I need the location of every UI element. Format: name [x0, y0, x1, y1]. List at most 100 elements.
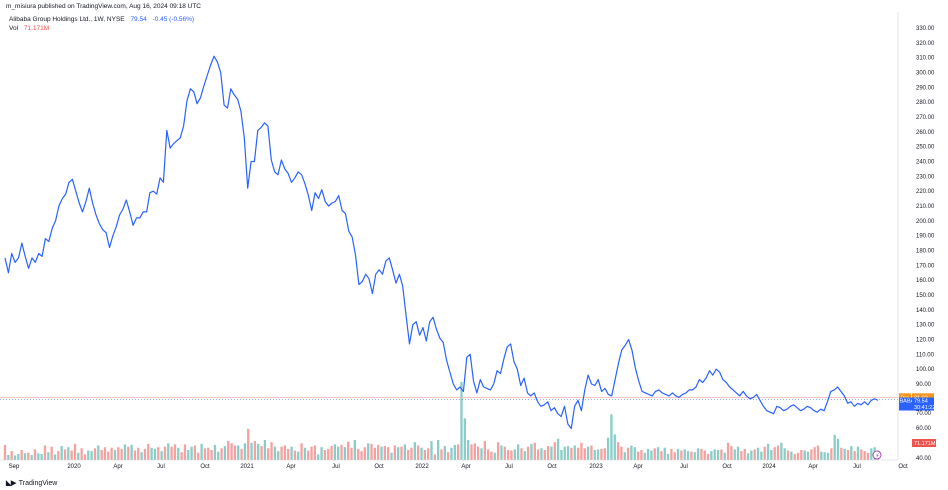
x-tick-label: 2020 [67, 464, 81, 470]
volume-bar [83, 454, 87, 460]
volume-bar [630, 445, 633, 460]
volume-bar [250, 442, 253, 460]
volume-legend[interactable]: Vol 71.171M [9, 25, 49, 32]
volume-bar [640, 449, 643, 460]
volume-bar [516, 444, 520, 460]
volume-bar [387, 447, 390, 460]
volume-bar [60, 446, 63, 460]
volume-bar [546, 446, 550, 460]
x-tick-label: Apr [286, 464, 295, 470]
volume-bar [793, 453, 796, 460]
volume-bar [520, 448, 523, 460]
volume-bar [337, 446, 340, 460]
volume-bar [620, 446, 623, 460]
volume-bar [73, 443, 77, 460]
volume-bar [447, 452, 450, 460]
volume-bar [653, 448, 656, 460]
volume-bar [853, 451, 856, 460]
volume-bar [550, 446, 553, 460]
volume-bar [137, 447, 140, 460]
volume-bar [466, 439, 470, 460]
volume-bar [323, 449, 327, 460]
volume-bar [167, 443, 170, 460]
x-tick-label: Sep [9, 464, 20, 470]
y-tick-label: 270.00 [916, 115, 935, 121]
volume-bar [500, 445, 503, 460]
volume-bar [486, 449, 490, 460]
volume-bar [180, 452, 183, 460]
volume-bar [676, 448, 680, 460]
y-tick-label: 290.00 [916, 85, 935, 91]
x-tick-label: Jul [332, 464, 340, 470]
volume-bar [636, 451, 640, 460]
volume-bar [47, 452, 50, 460]
volume-label: Vol [9, 25, 19, 32]
volume-bar [93, 448, 97, 460]
volume-bar [443, 446, 446, 460]
symbol-title: Alibaba Group Holdings Ltd., 1W, NYSE [9, 16, 125, 23]
volume-bar [10, 451, 13, 460]
volume-bar [360, 451, 363, 460]
last-price-value: 79.54 [914, 399, 928, 405]
volume-bar [3, 444, 7, 460]
volume-bar [493, 452, 496, 460]
volume-value-label: 71.171M [914, 441, 936, 447]
x-tick-label: 2023 [589, 464, 603, 470]
volume-bar [596, 449, 600, 460]
volume-bar [97, 445, 100, 460]
volume-bar [367, 443, 370, 460]
volume-bar [860, 449, 863, 460]
premarket-label-badge [899, 393, 911, 402]
price-chart[interactable]: Sep 2020 Apr Jul Oct 2021 Apr Jul Oct 2022 Apr Jul O… [0, 0, 948, 478]
footer-brand[interactable]: ◣▶ TradingView [6, 479, 57, 488]
volume-bar [776, 445, 780, 460]
symbol-legend[interactable]: Alibaba Group Holdings Ltd., 1W, NYSE 79… [9, 16, 194, 23]
lightning-icon[interactable]: ⚡ [872, 450, 882, 460]
volume-bar [163, 446, 167, 460]
volume-bar [53, 454, 57, 460]
volume-bar [257, 443, 260, 460]
volume-bar [833, 434, 836, 460]
volume-bar [706, 453, 710, 460]
volume-bar [70, 450, 73, 460]
volume-bar [13, 455, 17, 460]
volume-bar [783, 448, 786, 460]
volume-bar [730, 446, 733, 460]
y-tick-label: 240.00 [916, 160, 935, 166]
volume-bar [390, 452, 393, 460]
volume-bar [580, 442, 583, 460]
volume-bar [660, 451, 663, 460]
volume-bar [740, 451, 743, 460]
volume-bar [863, 451, 866, 460]
volume-bar [713, 449, 716, 460]
y-tick-label: 170.00 [916, 263, 935, 269]
volume-bar [100, 449, 103, 460]
volume-bar [413, 442, 416, 460]
volume-bar [656, 447, 660, 460]
volume-bar [586, 446, 590, 460]
published-byline: m_misiura published on TradingView.com, … [6, 3, 201, 10]
volume-bar [287, 448, 290, 460]
volume-bar [27, 452, 30, 460]
volume-bar [177, 447, 180, 460]
volume-bar [273, 446, 277, 460]
volume-bar [283, 445, 287, 460]
volume-bar [260, 446, 263, 460]
volume-bar [870, 448, 873, 460]
volume-bar [563, 446, 566, 460]
volume-bar [716, 449, 720, 460]
y-tick-label: 220.00 [916, 189, 935, 195]
volume-bar [743, 448, 746, 460]
volume-bar [600, 448, 603, 460]
volume-bar [140, 452, 143, 460]
volume-bar [763, 446, 766, 460]
svg-text:⚡: ⚡ [875, 453, 879, 460]
volume-bar [40, 453, 43, 460]
volume-bar [503, 446, 506, 460]
x-tick-label: 2022 [415, 464, 429, 470]
volume-bar [297, 451, 300, 460]
volume-bar [457, 444, 460, 460]
volume-bar [746, 453, 750, 460]
volume-bar [383, 446, 387, 460]
y-tick-label: 120.00 [916, 338, 935, 344]
